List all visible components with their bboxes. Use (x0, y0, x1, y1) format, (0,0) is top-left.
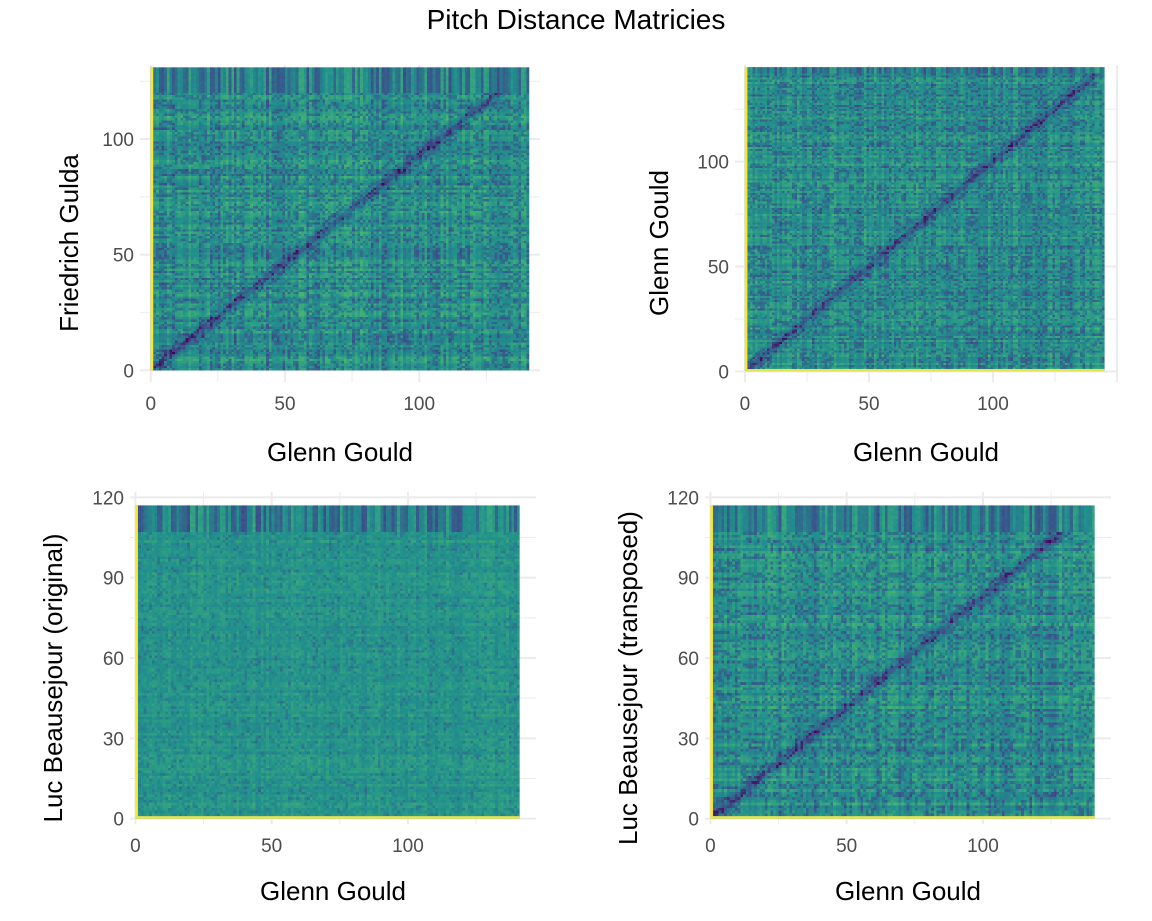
y-tick-label: 0 (123, 361, 134, 382)
y-tick-label: 30 (678, 729, 699, 750)
x-tick-label: 0 (740, 394, 751, 415)
y-axis-title: Luc Beausejour (transposed) (613, 511, 643, 845)
x-axis-title: Glenn Gould (267, 437, 413, 467)
y-tick-label: 100 (102, 130, 134, 151)
x-tick-label: 100 (967, 836, 999, 857)
edge-left (150, 67, 154, 371)
edge-bottom (135, 816, 520, 819)
y-tick-label: 120 (667, 488, 699, 509)
y-tick-label: 50 (708, 258, 729, 279)
y-axis-title: Friedrich Gulda (54, 154, 84, 332)
edge-left (135, 505, 138, 819)
y-tick-label: 120 (92, 488, 124, 509)
heatmap-cells (710, 505, 1095, 819)
y-tick-label: 90 (678, 569, 699, 590)
y-tick-label: 0 (718, 363, 729, 384)
x-axis-title: Glenn Gould (260, 876, 406, 906)
x-tick-label: 0 (130, 836, 141, 857)
y-tick-label: 0 (688, 810, 699, 831)
y-tick-label: 0 (113, 810, 124, 831)
y-tick-label: 100 (697, 153, 729, 174)
y-tick-label: 90 (103, 569, 124, 590)
x-tick-label: 0 (145, 394, 156, 415)
heatmap-cells (135, 505, 520, 819)
heatmap-cells (744, 67, 1105, 372)
y-axis-title: Glenn Gould (644, 170, 674, 316)
y-tick-label: 50 (113, 246, 134, 267)
x-axis-title: Glenn Gould (835, 876, 981, 906)
page-title: Pitch Distance Matricies (426, 4, 726, 35)
y-tick-label: 60 (678, 649, 699, 670)
x-tick-label: 100 (392, 836, 424, 857)
y-tick-label: 60 (103, 649, 124, 670)
x-tick-label: 100 (977, 394, 1009, 415)
heatmap-panel-friedrich-gulda: 0 50 100 0 50 100 Glenn Gould Friedrich Gulda (54, 65, 540, 467)
heatmap-cells (150, 67, 530, 371)
heatmap-panel-luc-beausejour-original: 0 50 100 0 30 60 90 120 Glenn Gould Luc Beausejou… (38, 488, 536, 906)
x-tick-label: 0 (705, 836, 716, 857)
y-tick-label: 30 (103, 729, 124, 750)
heatmap-panel-luc-beausejour-transposed: 0 50 100 0 30 60 90 120 Glenn Gould Luc Beausejou… (613, 488, 1111, 906)
x-tick-label: 50 (274, 394, 295, 415)
edge-left (710, 505, 713, 819)
x-tick-label: 50 (261, 836, 282, 857)
heatmap-panel-glenn-gould: 0 50 100 0 50 100 Glenn Gould Glenn Gould (644, 65, 1118, 467)
edge-left (744, 67, 748, 372)
y-axis-title: Luc Beausejour (original) (38, 533, 68, 822)
x-tick-label: 50 (858, 394, 879, 415)
x-tick-label: 100 (403, 394, 435, 415)
x-axis-title: Glenn Gould (853, 437, 999, 467)
edge-bottom (744, 369, 1105, 372)
x-tick-label: 50 (836, 836, 857, 857)
edge-bottom (710, 816, 1095, 819)
